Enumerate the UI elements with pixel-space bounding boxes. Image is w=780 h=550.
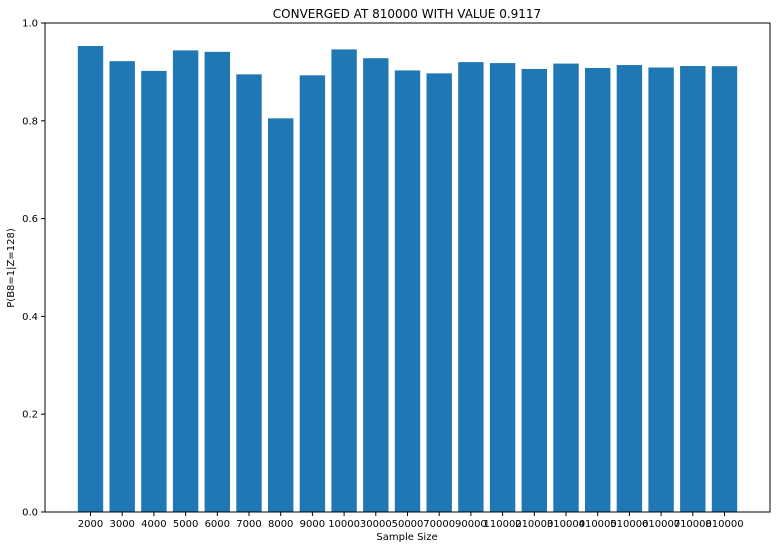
y-axis-ticks: 0.0 0.2 0.4 0.6 0.8 1.0 xyxy=(22,19,45,519)
chart-title: CONVERGED AT 810000 WITH VALUE 0.9117 xyxy=(273,7,541,21)
bar-7000 xyxy=(236,74,262,512)
bar-6000 xyxy=(204,51,230,512)
x-tick-label: 510000 xyxy=(610,519,648,530)
x-tick-label: 610000 xyxy=(642,519,680,530)
bar-70000 xyxy=(426,73,452,513)
x-axis-ticks: 2000 3000 4000 5000 6000 7000 8000 9000 10000 300… xyxy=(78,512,744,530)
x-tick-label: 8000 xyxy=(268,519,293,530)
x-tick-label: 110000 xyxy=(484,519,522,530)
x-tick-label: 9000 xyxy=(300,519,325,530)
bar-9000 xyxy=(299,75,326,512)
bar-30000 xyxy=(363,58,389,513)
bar-610000 xyxy=(648,67,674,512)
y-tick-label: 0.4 xyxy=(22,312,38,323)
bar-50000 xyxy=(394,70,421,513)
x-tick-label: 70000 xyxy=(423,519,455,530)
bar-410000 xyxy=(585,67,611,513)
bar-90000 xyxy=(458,62,484,513)
x-tick-label: 5000 xyxy=(173,519,198,530)
y-axis-label: P(B8=1|Z=128) xyxy=(6,228,17,308)
x-tick-label: 90000 xyxy=(455,519,487,530)
bar-4000 xyxy=(141,70,167,513)
x-tick-label: 710000 xyxy=(674,519,712,530)
bar-5000 xyxy=(172,50,199,512)
bar-310000 xyxy=(553,63,579,513)
x-axis-label: Sample Size xyxy=(376,532,437,543)
bar-110000 xyxy=(489,63,516,512)
x-tick-label: 4000 xyxy=(141,519,166,530)
x-tick-label: 410000 xyxy=(579,519,617,530)
bars-group xyxy=(77,45,738,513)
x-tick-label: 310000 xyxy=(547,519,585,530)
y-tick-label: 0.6 xyxy=(22,214,38,225)
bar-3000 xyxy=(109,61,135,512)
x-tick-label: 2000 xyxy=(78,519,103,530)
x-tick-label: 30000 xyxy=(360,519,392,530)
x-tick-label: 50000 xyxy=(392,519,424,530)
bar-510000 xyxy=(616,65,643,513)
x-tick-label: 3000 xyxy=(109,519,134,530)
bar-10000 xyxy=(331,49,357,512)
y-tick-label: 1.0 xyxy=(22,19,38,30)
x-tick-label: 10000 xyxy=(328,519,360,530)
x-tick-label: 7000 xyxy=(236,519,261,530)
y-tick-label: 0.2 xyxy=(22,410,38,421)
plot-frame xyxy=(44,22,771,513)
bar-210000 xyxy=(521,68,547,512)
x-tick-label: 6000 xyxy=(205,519,230,530)
bar-2000 xyxy=(77,45,104,512)
y-tick-label: 0.8 xyxy=(22,116,38,127)
y-tick-label: 0.0 xyxy=(22,508,38,519)
x-tick-label: 210000 xyxy=(515,519,553,530)
bar-710000 xyxy=(680,66,706,512)
bar-8000 xyxy=(268,118,294,512)
x-tick-label: 810000 xyxy=(705,519,743,530)
bar-810000 xyxy=(711,66,738,513)
